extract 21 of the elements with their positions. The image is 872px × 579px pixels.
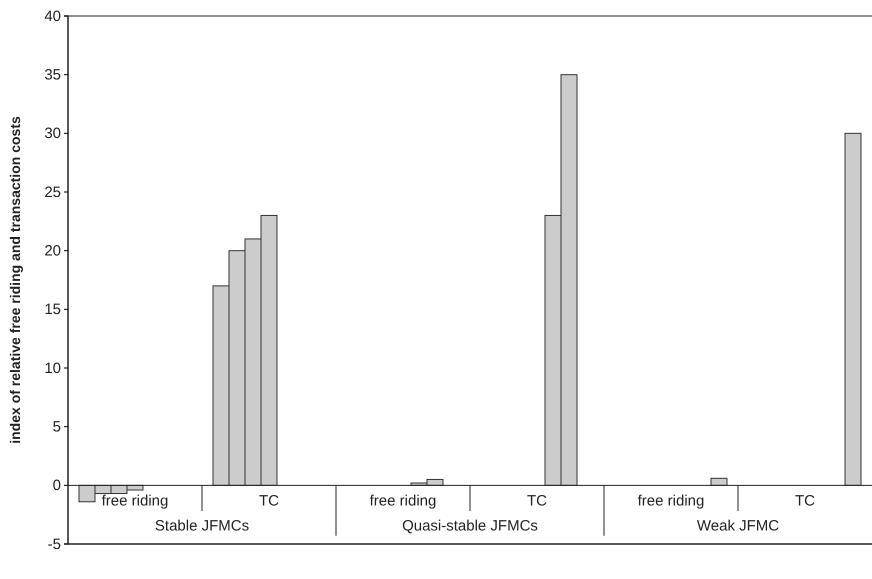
x-tick-label: free riding — [370, 492, 436, 510]
x-tick-label: TC — [795, 492, 816, 510]
x-tick-label: TC — [527, 492, 548, 510]
y-tick-label: 10 — [44, 360, 61, 377]
y-tick-label: 15 — [44, 301, 61, 318]
annotation: Stable JFMCs — [154, 517, 250, 534]
y-tick-label: 30 — [44, 125, 61, 142]
y-axis-title: index of relative free riding and transaction costs — [7, 116, 23, 444]
y-tick-label: 0 — [52, 477, 61, 494]
y-tick-label: 35 — [44, 66, 61, 84]
annotation: Weak JFMC — [696, 517, 780, 534]
x-tick-label: TC — [259, 492, 280, 510]
bar — [844, 132, 862, 486]
y-tick-label: 20 — [44, 242, 61, 260]
y-tick-label: 25 — [44, 184, 61, 201]
x-tick-label: free riding — [102, 492, 168, 510]
y-tick-label: -5 — [48, 536, 61, 553]
y-tick-label: 40 — [44, 8, 61, 25]
annotation: Quasi-stable JFMCs — [402, 517, 538, 534]
x-tick-label: free riding — [638, 492, 704, 510]
y-tick-label: 5 — [52, 418, 61, 436]
